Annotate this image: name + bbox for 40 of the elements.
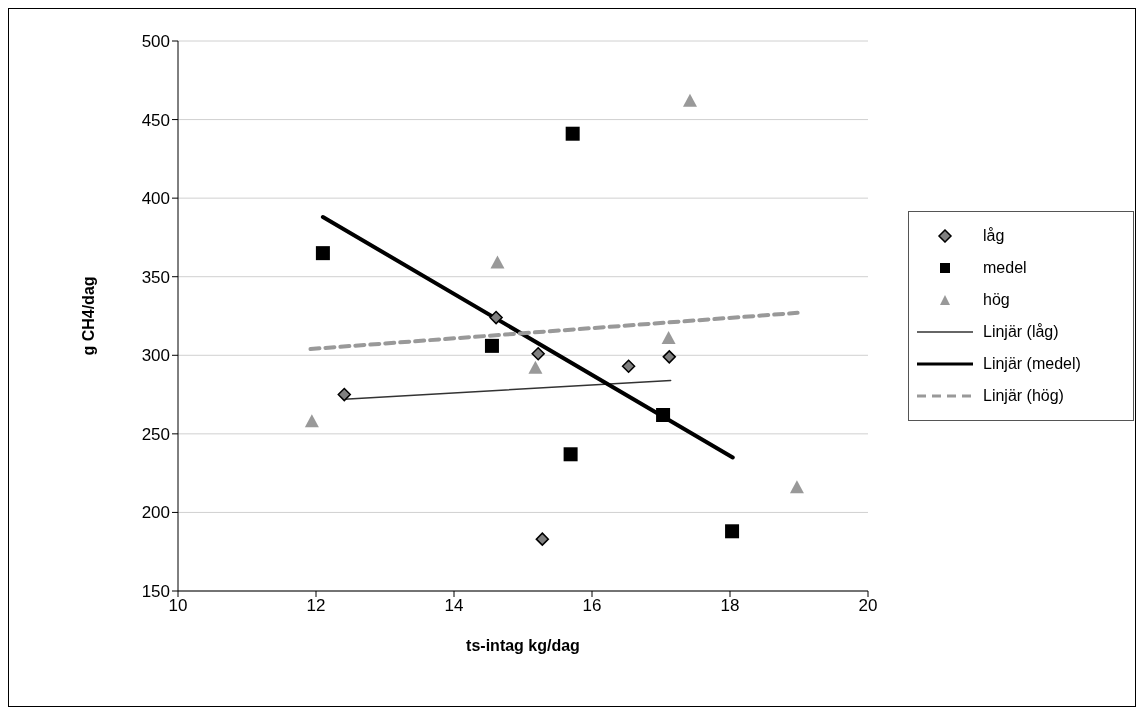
point [315, 246, 330, 261]
point [484, 338, 499, 353]
point [535, 532, 550, 546]
y-tick-label: 250 [141, 424, 170, 444]
point [621, 359, 636, 374]
point [563, 447, 578, 462]
y-axis-title: g CH4/dag [79, 276, 97, 356]
x-tick-label: 20 [858, 596, 878, 616]
x-tick-label: 10 [168, 596, 188, 616]
y-tick-label: 150 [141, 582, 170, 602]
legend-label: Linjär (låg) [983, 323, 1059, 341]
x-tick-label: 16 [582, 596, 602, 616]
point [565, 126, 580, 141]
point [661, 331, 676, 344]
y-tick-label: 200 [141, 503, 170, 523]
y-tick-label: 450 [141, 110, 170, 130]
y-tick-label: 400 [141, 189, 170, 209]
point [489, 310, 503, 325]
legend-label: hög [983, 291, 1010, 309]
y-tick-label: 350 [141, 267, 170, 287]
y-tick-label: 300 [141, 346, 170, 366]
point [528, 360, 543, 374]
point [531, 346, 545, 361]
point [789, 480, 804, 494]
point [304, 414, 319, 428]
point [682, 93, 697, 107]
x-tick-label: 14 [444, 596, 464, 616]
x-tick-label: 12 [306, 596, 326, 616]
legend-label: medel [983, 259, 1027, 277]
point [662, 350, 677, 364]
y-tick-label: 500 [141, 32, 170, 52]
point [725, 524, 740, 539]
legend-label: Linjär (hög) [983, 387, 1064, 405]
point [656, 408, 671, 422]
point [490, 255, 505, 269]
point [337, 387, 352, 402]
legend-label: Linjär (medel) [983, 355, 1081, 373]
x-axis-title: ts-intag kg/dag [466, 637, 580, 654]
x-tick-label: 18 [720, 596, 740, 616]
legend-label: låg [983, 227, 1005, 245]
